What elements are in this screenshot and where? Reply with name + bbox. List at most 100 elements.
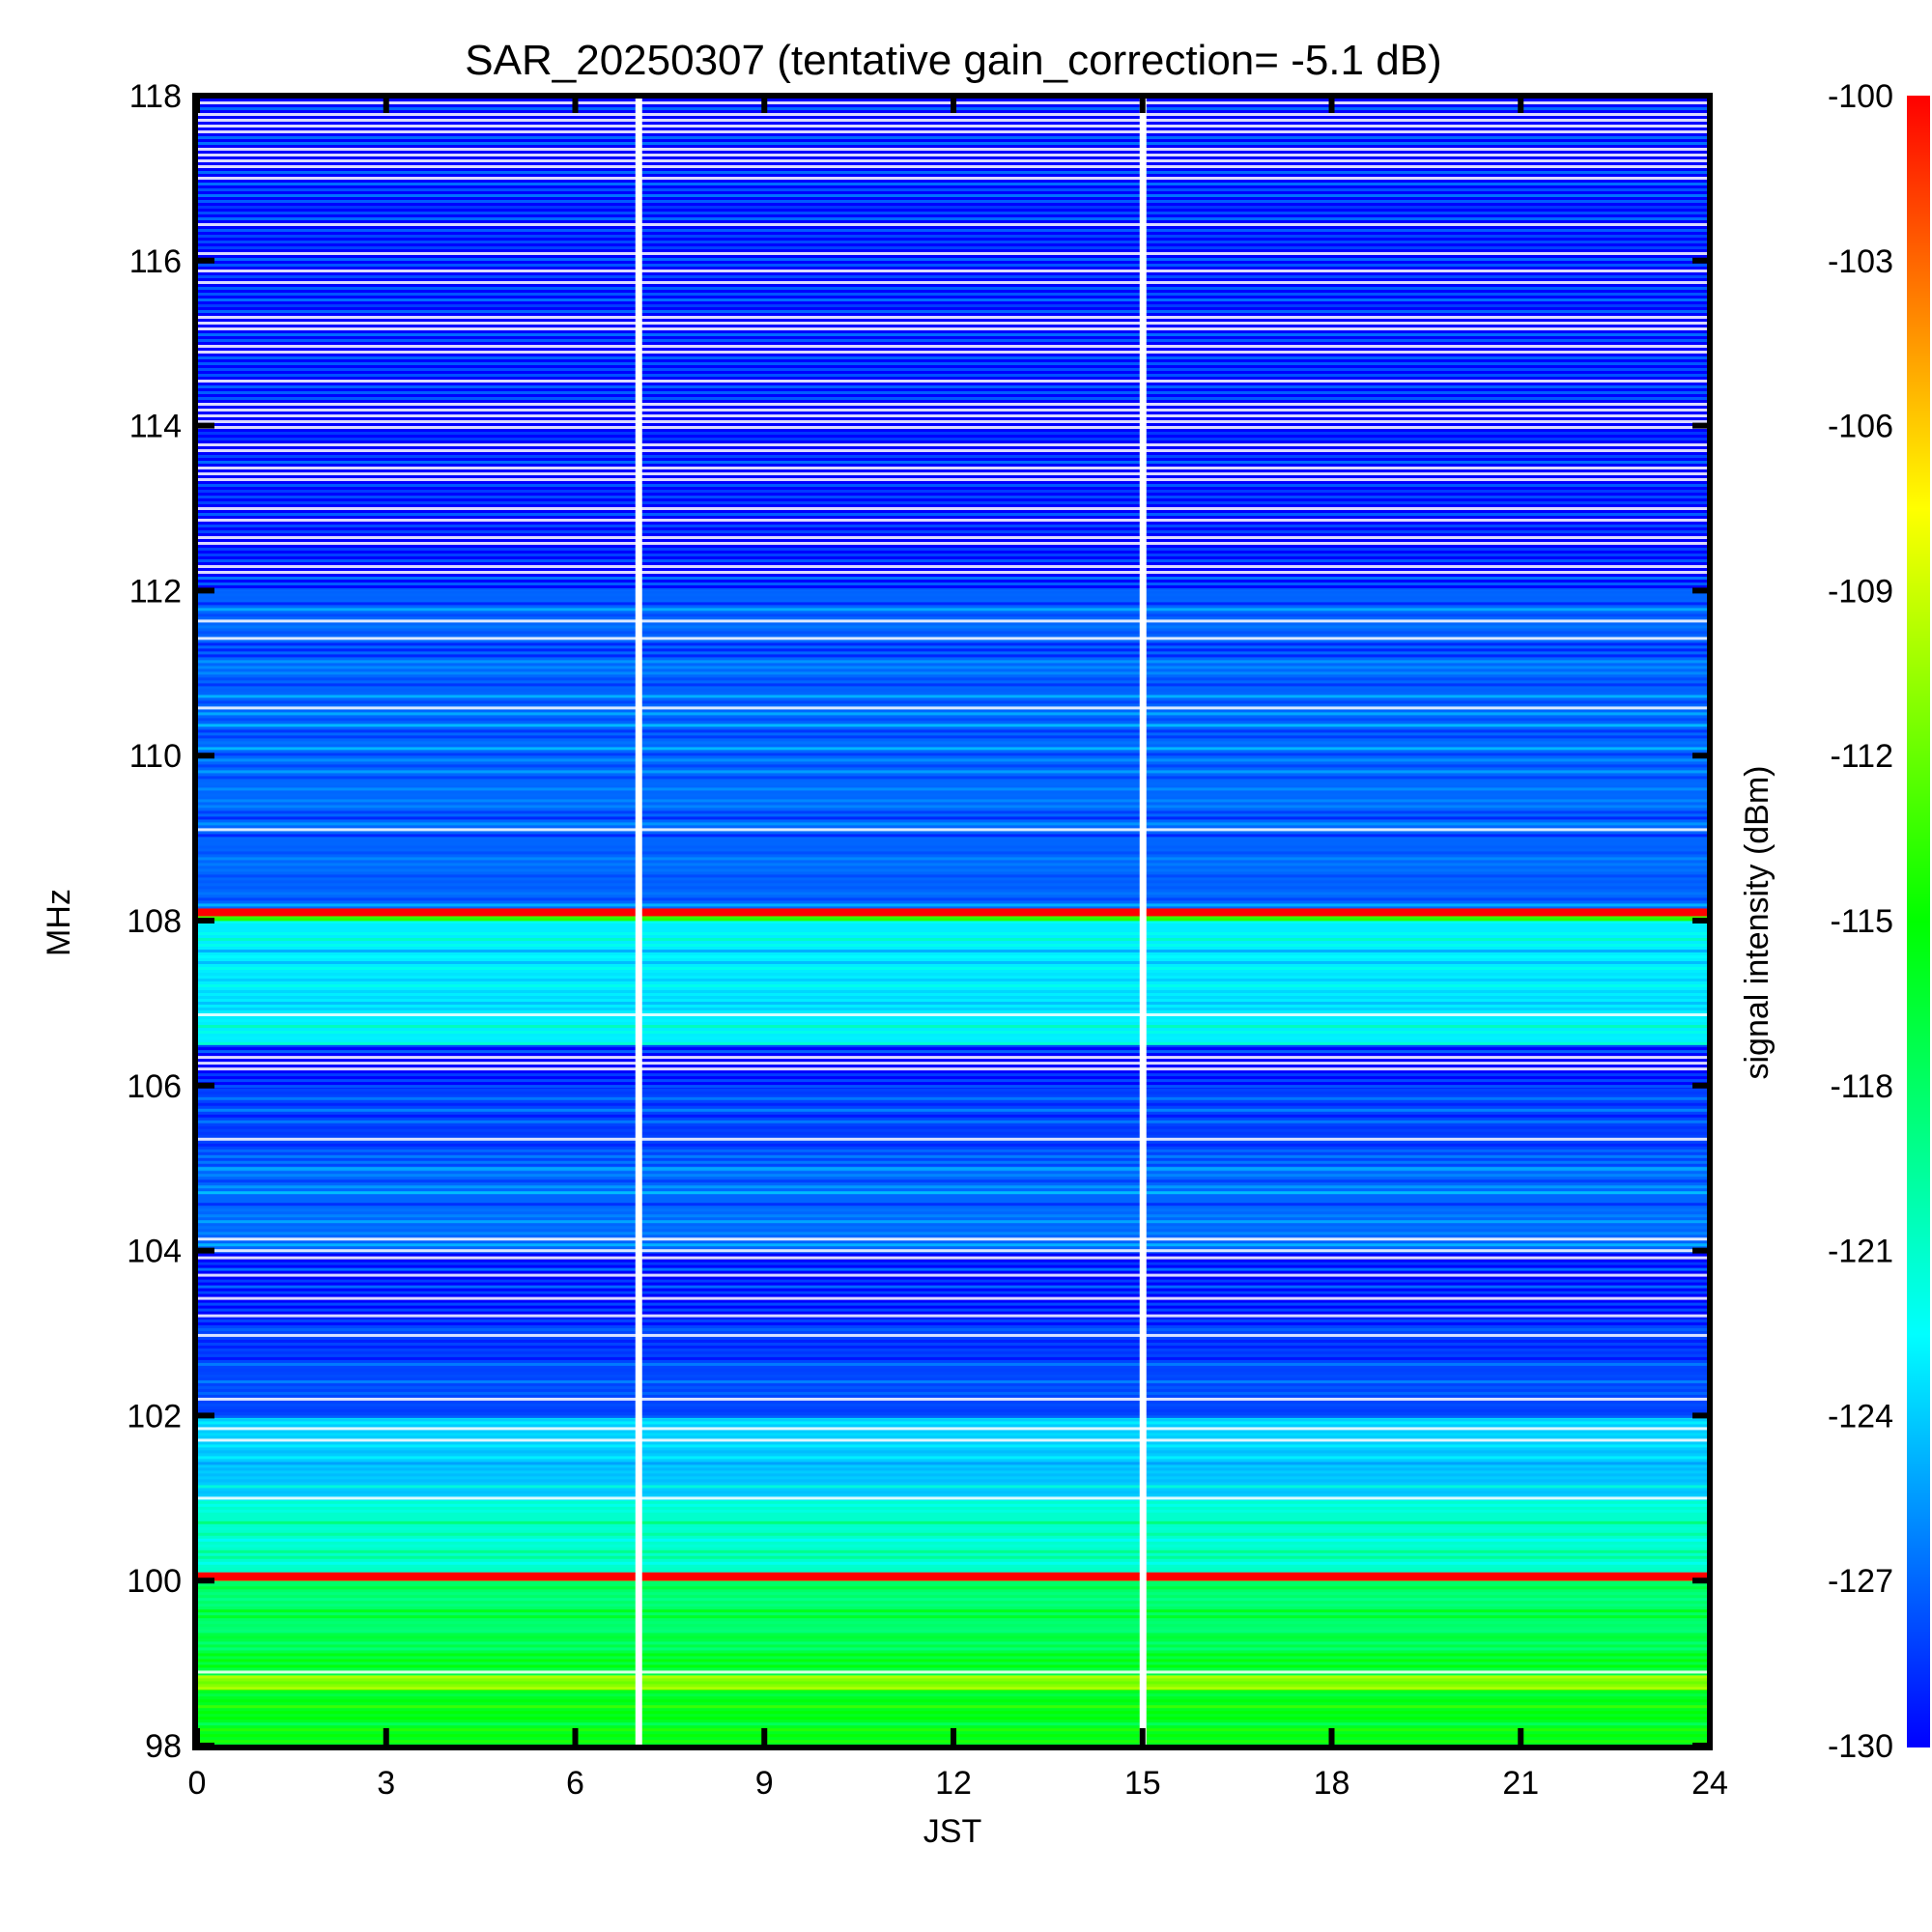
band-15-stripe-31 bbox=[197, 275, 1710, 278]
band-10-stripe-4 bbox=[197, 1108, 1710, 1112]
band-11-stripe-1 bbox=[197, 1050, 1710, 1054]
band-7-stripe-14 bbox=[197, 1397, 1710, 1401]
band-15-stripe-23 bbox=[197, 229, 1710, 232]
chart-title: SAR_20250307 (tentative gain_correction=… bbox=[465, 37, 1441, 84]
band-15-stripe-9 bbox=[197, 148, 1710, 151]
y-tick-label: 98 bbox=[145, 1728, 182, 1765]
band-15-stripe-72 bbox=[197, 513, 1710, 516]
band-15-stripe-73 bbox=[197, 519, 1710, 522]
band-11-stripe-7 bbox=[197, 1085, 1710, 1089]
data-gap-1 bbox=[1139, 96, 1147, 1746]
band-1-stripe-2 bbox=[197, 1687, 1710, 1690]
band-14-stripe-44 bbox=[197, 845, 1710, 849]
band-6-stripe-4 bbox=[197, 1438, 1710, 1442]
x-tick-label: 3 bbox=[377, 1765, 395, 1802]
band-10-stripe-2 bbox=[197, 1096, 1710, 1100]
band-6-stripe-11 bbox=[197, 1479, 1710, 1483]
band-15-stripe-5 bbox=[197, 125, 1710, 128]
band-8-stripe-7 bbox=[197, 1291, 1710, 1294]
band-15-stripe-40 bbox=[197, 327, 1710, 330]
plot-area bbox=[197, 96, 1710, 1746]
band-10-stripe-12 bbox=[197, 1154, 1710, 1158]
band-14-stripe-15 bbox=[197, 677, 1710, 681]
band-14-stripe-40 bbox=[197, 822, 1710, 826]
x-tick-label: 24 bbox=[1691, 1765, 1728, 1802]
y-tick-label: 104 bbox=[127, 1234, 182, 1270]
band-8-stripe-1 bbox=[197, 1256, 1710, 1260]
band-9-stripe-6 bbox=[197, 1203, 1710, 1207]
band-14-stripe-38 bbox=[197, 810, 1710, 814]
band-15-stripe-71 bbox=[197, 507, 1710, 510]
band-15-stripe-67 bbox=[197, 484, 1710, 487]
band-10-stripe-14 bbox=[197, 1166, 1710, 1170]
band-15-stripe-13 bbox=[197, 171, 1710, 174]
band-11-stripe-0 bbox=[197, 1044, 1710, 1048]
band-7-stripe-12 bbox=[197, 1385, 1710, 1389]
band-8-stripe-2 bbox=[197, 1262, 1710, 1265]
band-14-stripe-35 bbox=[197, 793, 1710, 797]
strong-line-0 bbox=[197, 1572, 1710, 1580]
band-15 bbox=[197, 96, 1710, 591]
band-5-stripe-5 bbox=[197, 1526, 1710, 1530]
band-14-stripe-11 bbox=[197, 654, 1710, 658]
band-15-stripe-18 bbox=[197, 200, 1710, 203]
band-12-stripe-15 bbox=[197, 1008, 1710, 1010]
band-14-stripe-28 bbox=[197, 753, 1710, 756]
band-14-stripe-22 bbox=[197, 718, 1710, 722]
band-14-stripe-4 bbox=[197, 613, 1710, 617]
colorbar-label: signal intensity (dBm) bbox=[1739, 765, 1776, 1079]
band-12-stripe-19 bbox=[197, 1031, 1710, 1034]
x-tick-label: 18 bbox=[1314, 1765, 1350, 1802]
band-15-stripe-7 bbox=[197, 136, 1710, 139]
band-15-stripe-17 bbox=[197, 194, 1710, 197]
colorbar-tick-label: -106 bbox=[1828, 409, 1893, 445]
band-10-stripe-13 bbox=[197, 1160, 1710, 1164]
band-15-stripe-26 bbox=[197, 246, 1710, 249]
band-0-stripe-2 bbox=[197, 1699, 1710, 1703]
band-15-stripe-78 bbox=[197, 548, 1710, 551]
band-7-stripe-0 bbox=[197, 1316, 1710, 1320]
y-tick-label: 100 bbox=[127, 1563, 182, 1600]
band-14-stripe-21 bbox=[197, 712, 1710, 716]
band-12-stripe-1 bbox=[197, 926, 1710, 929]
band-15-stripe-48 bbox=[197, 374, 1710, 377]
band-11-stripe-6 bbox=[197, 1079, 1710, 1083]
band-14-stripe-24 bbox=[197, 729, 1710, 733]
band-15-stripe-79 bbox=[197, 554, 1710, 556]
band-2-stripe-6 bbox=[197, 1664, 1710, 1668]
x-tick-label: 12 bbox=[935, 1765, 972, 1802]
band-10-stripe-8 bbox=[197, 1131, 1710, 1135]
band-14-stripe-0 bbox=[197, 590, 1710, 594]
band-15-stripe-32 bbox=[197, 281, 1710, 284]
band-9-stripe-1 bbox=[197, 1174, 1710, 1178]
band-14-stripe-41 bbox=[197, 828, 1710, 832]
band-15-stripe-64 bbox=[197, 467, 1710, 469]
band-15-stripe-41 bbox=[197, 333, 1710, 336]
band-15-stripe-68 bbox=[197, 490, 1710, 493]
band-12-stripe-8 bbox=[197, 967, 1710, 970]
x-axis-label: JST bbox=[923, 1813, 981, 1850]
band-6-stripe-12 bbox=[197, 1485, 1710, 1489]
band-2-stripe-5 bbox=[197, 1659, 1710, 1662]
band-7-stripe-10 bbox=[197, 1374, 1710, 1378]
band-12-stripe-2 bbox=[197, 932, 1710, 935]
band-9-stripe-13 bbox=[197, 1243, 1710, 1247]
band-14-stripe-36 bbox=[197, 799, 1710, 803]
colorbar-tick-label: -100 bbox=[1828, 78, 1893, 115]
band-10-stripe-11 bbox=[197, 1149, 1710, 1152]
y-axis-label: MHz bbox=[41, 889, 77, 956]
band-14-stripe-42 bbox=[197, 834, 1710, 838]
band-15-stripe-81 bbox=[197, 565, 1710, 568]
y-tick-label: 116 bbox=[129, 243, 182, 280]
band-15-stripe-60 bbox=[197, 443, 1710, 446]
band-7-stripe-11 bbox=[197, 1379, 1710, 1383]
colorbar-ticks: -100 -103 -106 -109 -112 -115 -118 -121 -124 -127… bbox=[1828, 78, 1893, 1765]
band-9-stripe-4 bbox=[197, 1191, 1710, 1195]
strong-line-1 bbox=[197, 908, 1710, 917]
band-8 bbox=[197, 1250, 1710, 1317]
x-axis: 0 3 6 9 12 15 18 21 24 bbox=[188, 96, 1728, 1802]
band-15-stripe-28 bbox=[197, 258, 1710, 261]
band-7-stripe-6 bbox=[197, 1350, 1710, 1354]
band-5-stripe-2 bbox=[197, 1509, 1710, 1513]
band-5-stripe-3 bbox=[197, 1515, 1710, 1519]
